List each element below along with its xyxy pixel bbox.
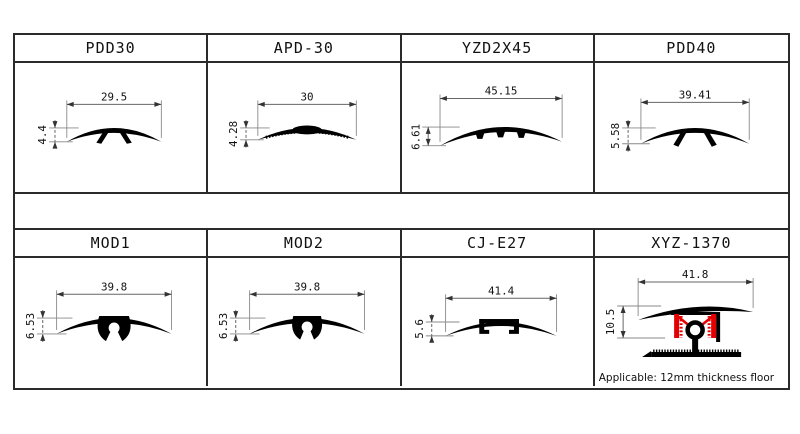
table-spacer-row <box>15 194 788 230</box>
header-cj-e27: CJ-E27 <box>401 230 595 258</box>
header-pdd40: PDD40 <box>594 35 788 63</box>
clip-housing-side <box>715 312 720 342</box>
profile-shape <box>56 318 172 334</box>
height-dimension: 5.58 <box>609 123 622 149</box>
profile-drawing-yzd2x45: 45.15 6.61 <box>409 85 563 150</box>
applicability-note: Applicable: 12mm thickness floor <box>598 372 775 384</box>
header-apd-30: APD-30 <box>208 35 402 63</box>
clip-stem <box>691 337 698 353</box>
profile-shape <box>249 318 365 334</box>
profile-drawing-mod2: 39.8 6.53 <box>217 280 366 342</box>
width-dimension: 41.8 <box>682 268 709 281</box>
header-label: CJ-E27 <box>467 234 528 252</box>
profile-drawing-pdd30: 29.5 4.4 <box>36 90 162 150</box>
header-mod2: MOD2 <box>208 230 402 258</box>
height-dimension: 10.5 <box>604 309 617 336</box>
header-label: PDD30 <box>85 39 136 57</box>
channel-leg <box>508 319 519 334</box>
drawing-mod1: 39.8 6.53 <box>15 258 209 386</box>
width-dimension: 39.8 <box>294 280 320 293</box>
profile-shape <box>258 127 357 140</box>
profile-shape <box>640 127 749 144</box>
width-dimension: 29.5 <box>101 90 127 103</box>
drawing-mod2: 39.8 6.53 <box>208 258 402 386</box>
profile-serration <box>265 130 350 139</box>
profile-table: PDD30 APD-30 YZD2X45 PDD40 29.5 4.4 <box>13 33 790 390</box>
profile-leg <box>96 131 109 144</box>
profile-leg <box>119 131 132 144</box>
profile-shape <box>637 306 753 320</box>
profile-tooth <box>495 131 505 138</box>
header-yzd2x45: YZD2X45 <box>401 35 595 63</box>
drawing-pdd40: 39.41 5.58 <box>594 63 788 194</box>
header-label: YZD2X45 <box>462 39 533 57</box>
profile-tooth <box>474 132 484 139</box>
height-dimension: 6.61 <box>409 124 422 150</box>
profile-drawing-xyz-1370: 41.8 10.5 <box>604 268 754 357</box>
height-dimension: 4.28 <box>227 121 240 147</box>
header-label: PDD40 <box>666 39 717 57</box>
drawing-xyz-1370: 41.8 10.5 Applicable: 12mm thickness flo… <box>594 258 788 386</box>
width-dimension: 30 <box>301 90 314 103</box>
header-label: APD-30 <box>273 39 334 57</box>
header-xyz-1370: XYZ-1370 <box>594 230 788 258</box>
profile-tooth <box>516 131 526 138</box>
width-dimension: 39.8 <box>101 280 127 293</box>
claw-opening <box>105 323 124 343</box>
drawing-cj-e27: 41.4 5.6 <box>401 258 595 386</box>
width-dimension: 39.41 <box>679 88 712 101</box>
clip-red-bar-right <box>710 314 716 338</box>
profile-leg <box>703 131 717 147</box>
clip-housing-top <box>670 312 719 315</box>
drawing-yzd2x45: 45.15 6.61 <box>401 63 595 194</box>
height-dimension: 5.6 <box>412 319 425 339</box>
header-label: MOD2 <box>283 234 324 252</box>
drawing-apd-30: 30 4.28 <box>208 63 402 194</box>
profile-drawing-apd-30: 30 4.28 <box>227 90 358 148</box>
profile-shape <box>66 127 162 142</box>
width-dimension: 45.15 <box>484 85 517 98</box>
profile-leg <box>673 131 686 147</box>
header-mod1: MOD1 <box>15 230 209 258</box>
width-dimension: 41.4 <box>487 284 514 297</box>
profile-shape <box>439 126 562 146</box>
drawing-pdd30: 29.5 4.4 <box>15 63 209 194</box>
clip-barrel <box>685 320 705 340</box>
base-track <box>650 352 741 357</box>
profile-drawing-cj-e27: 41.4 5.6 <box>412 284 557 344</box>
profile-shape <box>445 322 557 336</box>
profile-drawing-mod1: 39.8 6.53 <box>24 280 173 343</box>
profile-center-bump <box>292 125 323 135</box>
height-dimension: 4.4 <box>36 125 49 145</box>
height-dimension: 6.53 <box>24 313 37 339</box>
profile-drawing-pdd40: 39.41 5.58 <box>609 88 750 152</box>
header-label: MOD1 <box>90 234 131 252</box>
channel-top-bar <box>478 319 519 323</box>
header-label: XYZ-1370 <box>651 234 732 252</box>
header-pdd30: PDD30 <box>15 35 209 63</box>
claw-opening <box>299 322 316 342</box>
base-track-taper <box>641 351 651 357</box>
channel-leg <box>478 319 489 334</box>
clip-red-bar-left <box>673 314 679 338</box>
height-dimension: 6.53 <box>217 313 230 339</box>
